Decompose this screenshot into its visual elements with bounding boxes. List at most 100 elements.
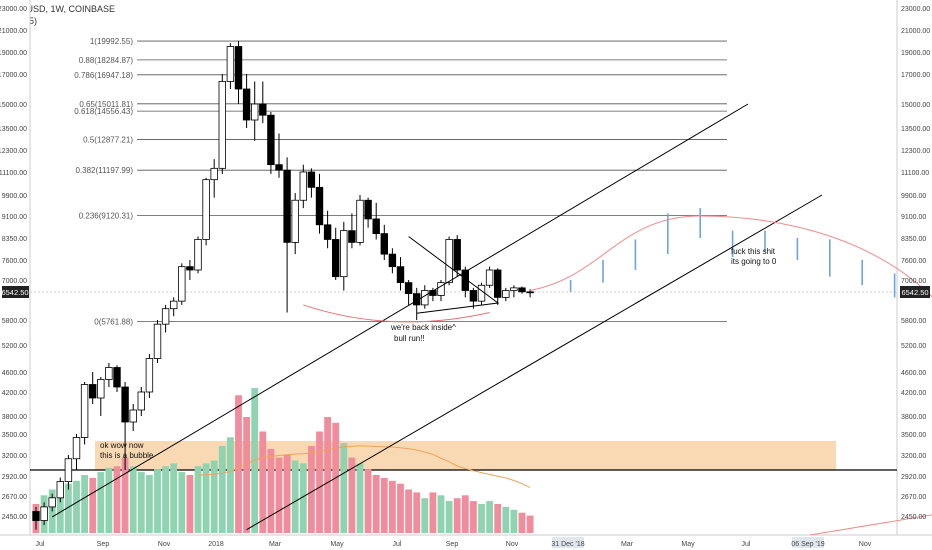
right-tick-label: 9100.00 [901, 214, 926, 221]
left-tick-label: 9900.00 [2, 193, 27, 200]
candle-body [40, 506, 48, 521]
candle-body [153, 323, 162, 359]
candle-body [404, 282, 413, 295]
left-tick-label: 7600.00 [2, 258, 27, 265]
volume-bar [81, 475, 88, 533]
candle-body [234, 46, 243, 90]
volume-bar [308, 446, 315, 533]
volume-bar [372, 475, 380, 533]
left-tick-label: 13500.00 [0, 126, 27, 133]
right-tick-label: 15000.00 [901, 102, 930, 109]
candle-body [493, 269, 502, 298]
time-label: May [681, 541, 695, 548]
fib-level-label: 0.65(15011.81) [79, 100, 133, 109]
fib-level-label: 0.618(14556.43) [74, 107, 133, 116]
left-tick-label: 19000.00 [0, 50, 27, 57]
left-tick-label: 3200.00 [2, 453, 27, 460]
volume-bar [170, 463, 178, 533]
volume-bar [267, 448, 275, 533]
candle-body [340, 230, 348, 278]
time-marker [792, 537, 824, 548]
candle-body [469, 290, 478, 302]
price-axis-bg [897, 0, 932, 550]
candle-body [275, 164, 283, 171]
volume-bar [218, 446, 226, 533]
right-tick-label: 4600.00 [901, 370, 926, 377]
candle-body [64, 458, 73, 483]
right-tick-label: 21000.00 [901, 28, 930, 35]
volume-bar [518, 512, 526, 533]
right-tick-label: 2450.00 [901, 514, 926, 521]
left-tick-label: 2450.00 [2, 514, 27, 521]
candle-body [56, 481, 64, 499]
volume-bar [364, 469, 372, 533]
candle-body [169, 300, 178, 310]
fib-level-label: 0.5(12877.21) [83, 135, 133, 144]
time-label: Jul [36, 541, 45, 548]
right-tick-label: 19000.00 [901, 50, 930, 57]
right-tick-label: 3800.00 [901, 414, 926, 421]
left-tick-label: 2670.00 [2, 494, 27, 501]
annotation-going-to-0-line1: fuck this shit [731, 247, 776, 256]
candle-body [283, 169, 291, 243]
candle-body [331, 239, 340, 278]
left-tick-label: 11100.00 [0, 170, 27, 177]
candle-body [372, 218, 380, 235]
candle-body [510, 287, 518, 291]
candle-body [502, 290, 510, 298]
right-tick-label: 11100.00 [901, 170, 929, 177]
left-tick-label: 15000.00 [0, 102, 27, 109]
candle-body [242, 88, 251, 121]
candle-body [526, 291, 534, 294]
volume-bar [461, 495, 469, 533]
right-tick-label: 2670.00 [901, 494, 926, 501]
annotation-bull-run: bull run!! [394, 334, 425, 343]
volume-bar [421, 498, 429, 533]
cup-curve [303, 304, 490, 323]
last-price-label-right: 6542.50 [901, 288, 928, 297]
time-label: 31 Dec '18 [551, 541, 584, 548]
right-tick-label: 2920.00 [901, 474, 926, 481]
volume-bar [227, 437, 234, 533]
candle-body [315, 186, 324, 226]
candle-body [178, 266, 186, 302]
candle-body [356, 199, 364, 243]
last-price-marker-left [2, 286, 29, 298]
upper-trendline [51, 103, 749, 518]
candle-body [291, 199, 299, 243]
volume-bar [210, 460, 218, 533]
volume-bar [389, 480, 396, 533]
chart-symbol: BTC/USD, 1W, COINBASE [6, 4, 116, 14]
triangle-pattern [408, 236, 500, 314]
left-tick-label: 9100.00 [2, 214, 27, 221]
volume-bar [243, 417, 250, 533]
candle-body [113, 367, 121, 388]
annotation-going-to-0-line2: its going to 0 [731, 257, 777, 266]
right-tick-label: 5800.00 [901, 318, 926, 325]
candle-body [259, 103, 267, 116]
volume-bar [194, 466, 202, 533]
annotation-bubble-line2: this is a bubble [100, 451, 154, 460]
candle-body [97, 379, 105, 399]
projection-arc [530, 215, 932, 536]
volume-bar [291, 460, 299, 533]
candle-body [307, 171, 316, 188]
time-label: Jul [742, 541, 751, 548]
volume-bar [502, 506, 510, 533]
volume-bar [413, 492, 421, 533]
time-label: Sep [446, 541, 459, 548]
volume-bar [340, 443, 348, 533]
volume-bar [380, 477, 388, 533]
time-label: May [330, 541, 344, 548]
right-tick-label: 4200.00 [901, 390, 926, 397]
candle-body [32, 511, 40, 521]
candle-body [461, 269, 469, 291]
last-price-label-left: 6542.50 [1, 288, 28, 297]
volume-bar [97, 472, 105, 533]
volume-bar [397, 483, 404, 533]
time-label: Nov [506, 541, 519, 548]
volume-bar [437, 495, 445, 533]
candle-body [48, 497, 56, 508]
right-tick-label: 9900.00 [901, 193, 926, 200]
